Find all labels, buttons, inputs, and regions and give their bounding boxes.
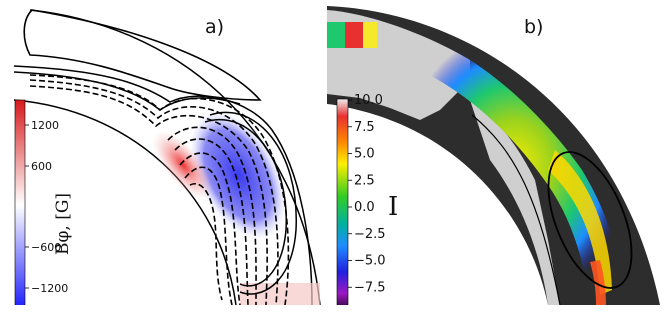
loop-contours	[204, 111, 297, 295]
upper-contour	[23, 9, 262, 101]
rainbow-red	[590, 260, 606, 305]
corner-patch-yellow	[363, 22, 377, 48]
inner-arc	[471, 114, 561, 305]
colorbar-tick-label: 0.0	[354, 200, 375, 215]
red-field-tail	[240, 283, 320, 305]
dashed-contours	[29, 74, 290, 305]
colorbar-tick-label: −600	[31, 241, 61, 254]
colorbar-a	[14, 99, 26, 305]
panel-b: 10.0 7.5 5.0 2.5 0.0 −2.5 −5.0 −7.5 −10.0	[327, 6, 660, 322]
panel-a: 1200 600 −600 −1200	[14, 9, 321, 305]
colorbar-tick-label: 600	[31, 160, 52, 173]
colorbar-tick-label: 2.5	[354, 173, 375, 188]
panel-a-label: a)	[205, 16, 224, 38]
colorbar-tick-label: 5.0	[354, 147, 375, 162]
colorbar-tick-label: −5.0	[354, 254, 386, 269]
colorbar-tick-label: −7.5	[354, 280, 386, 295]
colorbar-tick-label: 10.0	[354, 93, 383, 108]
colorbar-tick-label: −2.5	[354, 227, 386, 242]
colorbar-tick-label: −1200	[31, 282, 68, 295]
colorbar-a-label: Bφ, [G]	[53, 193, 73, 255]
colorbar-tick-label: 7.5	[354, 120, 375, 135]
colorbar-b-label: I	[388, 192, 398, 222]
colorbar-tick-label: 1200	[31, 119, 59, 132]
colorbar-a-ticks: 1200 600 −600 −1200	[25, 119, 68, 295]
rainbow-core	[548, 150, 612, 295]
corner-patch-red	[345, 22, 363, 48]
panel-b-label: b)	[524, 16, 543, 38]
colorbar-b-ticks: 10.0 7.5 5.0 2.5 0.0 −2.5 −5.0 −7.5 −10.0	[348, 93, 394, 322]
corner-patch-green	[327, 22, 345, 48]
colorbar-tick-label: −10.0	[354, 307, 394, 322]
red-field-region	[152, 130, 214, 200]
contour-ellipse	[547, 151, 633, 289]
colorbar-b	[336, 98, 349, 305]
gray-patch-2	[470, 100, 560, 305]
